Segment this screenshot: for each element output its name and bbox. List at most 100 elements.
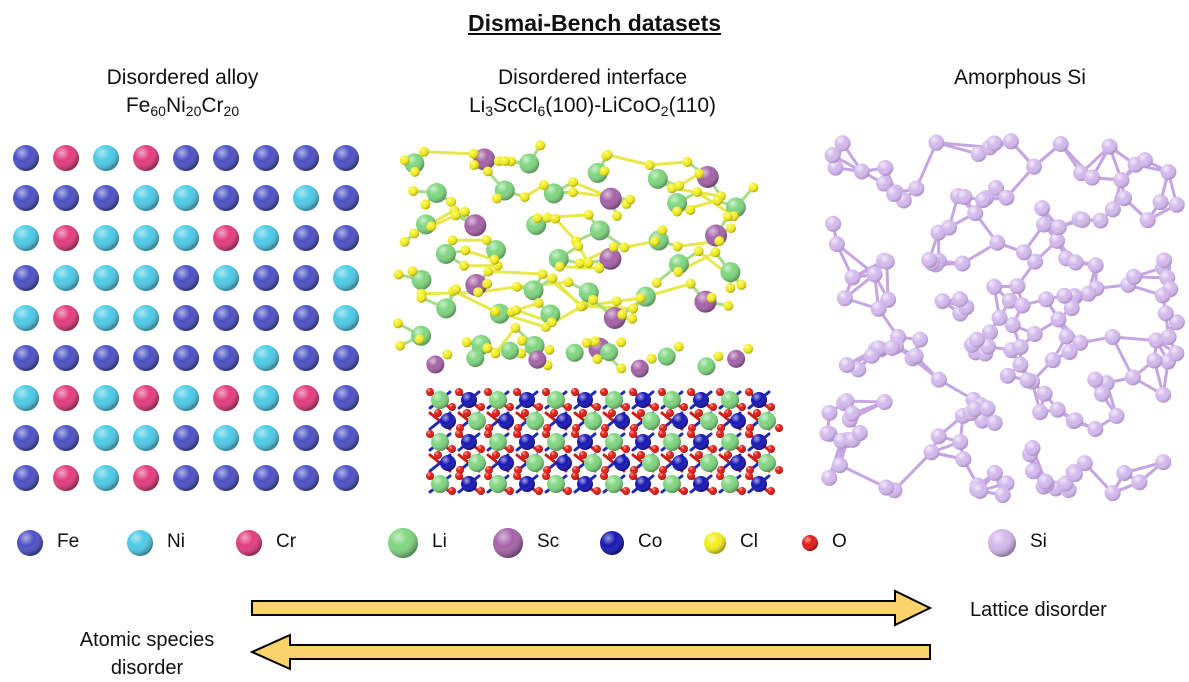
li-atom	[721, 433, 739, 451]
cl-atom	[748, 182, 758, 192]
alloy-atom-ni	[133, 225, 159, 251]
alloy-atom-fe	[173, 425, 199, 451]
alloy-atom-fe	[253, 265, 279, 291]
si-atom	[1168, 345, 1184, 361]
alloy-atom-cr	[53, 465, 79, 491]
si-atom	[884, 340, 900, 356]
li-atom	[431, 475, 449, 493]
si-atom	[1113, 172, 1129, 188]
co-atom	[614, 413, 630, 429]
cl-atom	[416, 293, 426, 303]
alloy-atom-ni	[13, 225, 39, 251]
si-atom	[1158, 305, 1174, 321]
co-atom	[635, 392, 651, 408]
si-panel-label: Amorphous Si	[890, 64, 1150, 92]
co-atom	[519, 476, 535, 492]
si-atom	[1016, 244, 1032, 260]
alloy-atom-fe	[13, 345, 39, 371]
si-atom	[1059, 328, 1075, 344]
alloy-atom-fe	[13, 265, 39, 291]
si-atom	[1053, 136, 1069, 152]
legend-label-li: Li	[432, 531, 447, 553]
o-atom	[629, 430, 637, 438]
o-atom	[709, 445, 717, 453]
si-atom	[819, 426, 835, 442]
si-atom	[969, 332, 985, 348]
alloy-atom-ni	[253, 225, 279, 251]
si-atom	[1050, 311, 1066, 327]
alloy-atom-ni	[253, 345, 279, 371]
si-atom	[1025, 440, 1041, 456]
si-atom	[1105, 485, 1121, 501]
o-atom	[738, 445, 746, 453]
si-atom	[931, 372, 947, 388]
alloy-atom-cr	[133, 385, 159, 411]
si-atom	[864, 348, 880, 364]
legend-swatch-cl	[704, 532, 726, 554]
li-atom	[590, 220, 610, 240]
cl-atom	[714, 236, 724, 246]
si-atom	[952, 291, 968, 307]
cl-atom	[482, 343, 492, 353]
si-atom	[1160, 164, 1176, 180]
si-atom	[1093, 213, 1109, 229]
species-disorder-arrow	[252, 635, 930, 669]
si-atom	[1131, 474, 1147, 490]
lattice-disorder-arrow	[252, 591, 930, 625]
alloy-atom-fe	[93, 345, 119, 371]
legend-label-o: O	[832, 531, 847, 553]
cl-atom	[532, 213, 542, 223]
alloy-atom-fe	[53, 185, 79, 211]
o-atom	[448, 403, 456, 411]
si-atom	[1051, 219, 1067, 235]
si-atom	[839, 357, 855, 373]
co-atom	[693, 392, 709, 408]
o-atom	[542, 430, 550, 438]
cl-atom	[483, 167, 493, 177]
si-atom	[1088, 257, 1104, 273]
li-atom	[501, 342, 519, 360]
alloy-atom-fe	[173, 145, 199, 171]
si-atom	[1126, 269, 1142, 285]
alloy-atom-fe	[173, 345, 199, 371]
si-atom	[879, 254, 895, 270]
o-atom	[716, 388, 724, 396]
legend-swatch-ni	[127, 530, 153, 556]
o-atom	[477, 403, 485, 411]
cl-atom	[612, 211, 622, 221]
o-atom	[629, 472, 637, 480]
o-atom	[738, 403, 746, 411]
o-atom	[637, 451, 645, 459]
cl-atom	[393, 318, 403, 328]
si-atom	[952, 434, 968, 450]
alloy-atom-fe	[253, 145, 279, 171]
si-atom	[923, 444, 939, 460]
si-atom	[1032, 404, 1048, 420]
si-atom	[1087, 421, 1103, 437]
si-atom	[1034, 200, 1050, 216]
li-atom	[727, 350, 745, 368]
o-atom	[593, 445, 601, 453]
si-atom	[1013, 339, 1029, 355]
si-atom	[987, 465, 1003, 481]
li-atom	[547, 475, 565, 493]
alloy-atom-fe	[213, 185, 239, 211]
o-atom	[521, 409, 529, 417]
cl-atom	[612, 296, 622, 306]
sc-atom	[464, 214, 486, 236]
o-atom	[521, 451, 529, 459]
o-atom	[535, 403, 543, 411]
cl-atom	[635, 293, 645, 303]
o-atom	[709, 403, 717, 411]
si-atom	[975, 192, 991, 208]
legend-label-si: Si	[1030, 531, 1047, 553]
alloy-atom-ni	[13, 385, 39, 411]
cl-atom	[743, 344, 753, 354]
alloy-atom-ni	[133, 305, 159, 331]
o-atom	[687, 430, 695, 438]
o-atom	[637, 409, 645, 417]
o-atom	[680, 445, 688, 453]
alloy-atom-ni	[333, 305, 359, 331]
si-atom	[1084, 170, 1100, 186]
